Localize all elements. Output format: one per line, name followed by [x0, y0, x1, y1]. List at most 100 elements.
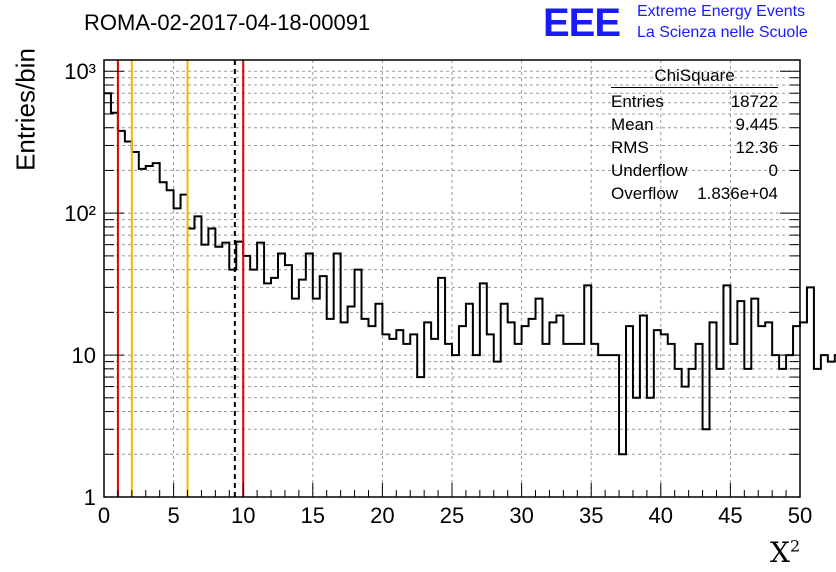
tick-labels: 0 5 10 15 20 25 30 35 40 45 50 1 10 10² 10³ — [64, 59, 812, 528]
histogram-bin — [250, 270, 257, 497]
reference-lines — [116, 60, 245, 497]
histogram-bin — [452, 355, 459, 497]
stats-row-mean: Mean 9.445 — [611, 115, 778, 134]
histogram-bin — [605, 355, 612, 497]
x-tick-label: 35 — [579, 503, 603, 528]
histogram-bin — [751, 299, 758, 497]
histogram-bin — [786, 355, 793, 497]
histogram-bin — [153, 163, 160, 497]
histogram-bin — [570, 344, 577, 497]
histogram-bin — [814, 369, 821, 497]
histogram-bin — [320, 276, 327, 497]
eee-logo: EEE — [543, 1, 621, 45]
histogram-bin — [382, 334, 389, 497]
histogram-bin — [515, 344, 522, 497]
x-tick-label: 25 — [440, 503, 464, 528]
histogram-bin — [536, 299, 543, 497]
histogram-bin — [710, 322, 717, 497]
histogram-bin — [424, 322, 431, 497]
stats-header: ChiSquare — [611, 66, 778, 88]
histogram-bin — [689, 369, 696, 497]
axis-ticks — [103, 70, 801, 498]
histogram-bin — [758, 326, 765, 497]
histogram-bin — [654, 330, 661, 497]
histogram-bin — [215, 247, 222, 497]
histogram-bin — [264, 283, 271, 497]
x-tick-label: 10 — [231, 503, 255, 528]
histogram-bin — [368, 326, 375, 497]
histogram-bin — [619, 454, 626, 497]
histogram-bin — [445, 344, 452, 497]
histogram-bin — [271, 278, 278, 497]
histogram-bin — [821, 355, 828, 497]
histogram-bin — [668, 344, 675, 497]
histogram-bin — [501, 304, 508, 497]
histogram-bin — [563, 344, 570, 497]
histogram-bin — [285, 265, 292, 497]
histogram-bin — [737, 301, 744, 497]
stats-box: ChiSquare Entries 18722 Mean 9.445 RMS 12.3… — [611, 66, 778, 205]
histogram-bin — [396, 330, 403, 497]
x-tick-label: 0 — [98, 503, 110, 528]
histogram-bin — [556, 316, 563, 497]
histogram-bin — [403, 344, 410, 497]
stats-row-overflow: Overflow 1.836e+04 — [611, 184, 778, 203]
histogram-bin — [549, 322, 556, 497]
histogram-bin — [466, 304, 473, 497]
histogram-bin — [278, 253, 285, 497]
histogram-bin — [640, 316, 647, 497]
grid-lines — [104, 60, 800, 497]
histogram-bin — [577, 344, 584, 497]
histogram-bin — [188, 228, 195, 497]
chart-title: ROMA-02-2017-04-18-00091 — [84, 10, 371, 35]
histogram-bin — [772, 355, 779, 497]
histogram-bin — [201, 245, 208, 497]
histogram-bin — [410, 334, 417, 497]
y-tick-label: 10² — [64, 201, 96, 226]
histogram-bin — [389, 339, 396, 497]
histogram-bin — [355, 270, 362, 497]
histogram-bin — [375, 304, 382, 497]
x-tick-label: 40 — [649, 503, 673, 528]
histogram-bin — [647, 398, 654, 497]
x-tick-label: 15 — [301, 503, 325, 528]
histogram-bin — [348, 306, 355, 497]
x-tick-label: 50 — [788, 503, 812, 528]
histogram-bin — [431, 339, 438, 497]
histogram-bin — [132, 152, 139, 497]
histogram-bin — [299, 280, 306, 497]
logo-line-2: La Scienza nelle Scuole — [637, 24, 808, 41]
logo-line-1: Extreme Energy Events — [637, 3, 806, 20]
y-tick-label: 10 — [72, 343, 96, 368]
histogram-bin — [730, 344, 737, 497]
histogram-step-line — [104, 92, 836, 456]
histogram-bin — [494, 362, 501, 497]
y-tick-label: 10³ — [64, 59, 96, 84]
stats-row-entries: Entries 18722 — [611, 92, 778, 111]
histogram-bin — [487, 334, 494, 497]
histogram-bin — [327, 319, 334, 497]
y-axis-label: Entries/bin — [10, 48, 41, 171]
histogram-bin — [508, 322, 515, 497]
histogram-bin — [723, 285, 730, 497]
histogram-bin — [828, 362, 835, 497]
x-axis-label: X2 — [770, 536, 801, 569]
histogram-bin — [104, 93, 111, 497]
histogram-bin — [598, 355, 605, 497]
histogram-bin — [306, 253, 313, 497]
histogram-bin — [459, 326, 466, 497]
stats-row-underflow: Underflow 0 — [611, 161, 778, 180]
histogram-bin — [257, 243, 264, 497]
histogram-bin — [765, 322, 772, 497]
histogram-bin — [125, 141, 132, 497]
histogram-bin — [480, 283, 487, 497]
histogram-bin — [529, 319, 536, 497]
x-tick-label: 30 — [509, 503, 533, 528]
histogram-bin — [591, 344, 598, 497]
histogram-bin — [696, 344, 703, 497]
histogram-bin — [542, 344, 549, 497]
histogram-bin — [417, 377, 424, 497]
histogram-bin — [716, 369, 723, 497]
histogram-series — [104, 92, 836, 497]
